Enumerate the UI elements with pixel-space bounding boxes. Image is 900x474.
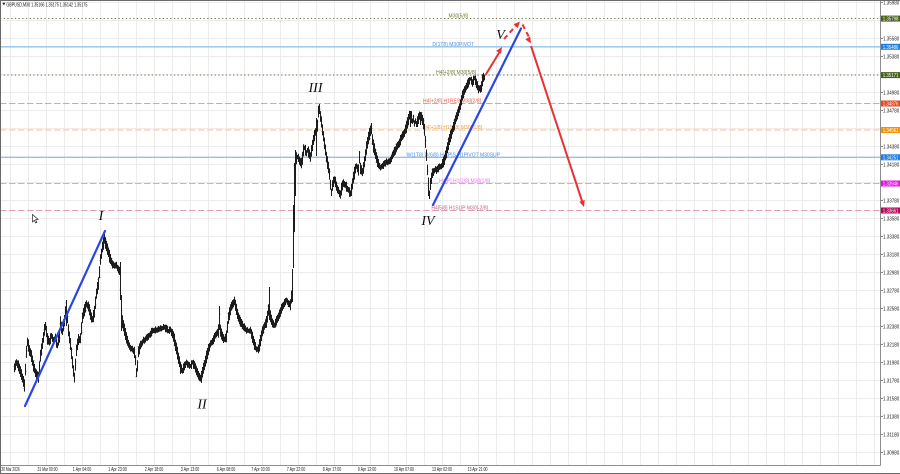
svg-text:1 Apr 23:00: 1 Apr 23:00 <box>108 467 127 473</box>
svg-text:13 Apr 02:00: 13 Apr 02:00 <box>432 467 452 473</box>
svg-text:1.30980: 1.30980 <box>883 451 899 457</box>
svg-text:1.32780: 1.32780 <box>883 289 899 295</box>
svg-text:I: I <box>98 209 105 224</box>
svg-text:1.35171: 1.35171 <box>883 73 899 79</box>
svg-text:30 Mar 2026: 30 Mar 2026 <box>1 467 20 473</box>
svg-text:1.35580: 1.35580 <box>883 37 899 43</box>
svg-text:1.32380: 1.32380 <box>883 325 899 331</box>
svg-text:V: V <box>496 28 506 43</box>
svg-text:1.33946: 1.33946 <box>883 182 899 188</box>
svg-text:H4[P] H1[2/8] M30[1/8]: H4[P] H1[2/8] M30[1/8] <box>439 179 490 185</box>
svg-text:1.34180: 1.34180 <box>883 163 899 169</box>
svg-text:1.35380: 1.35380 <box>883 55 899 61</box>
svg-text:6 Apr 08:00: 6 Apr 08:00 <box>217 467 236 473</box>
svg-text:31 Mar 00:00: 31 Mar 00:00 <box>38 467 58 473</box>
svg-text:10 Apr 07:00: 10 Apr 07:00 <box>394 467 414 473</box>
svg-text:8 Apr 17:00: 8 Apr 17:00 <box>323 467 342 473</box>
svg-text:3 Apr 13:00: 3 Apr 13:00 <box>181 467 200 473</box>
svg-text:1.33580: 1.33580 <box>883 217 899 223</box>
svg-text:1.32580: 1.32580 <box>883 307 899 313</box>
svg-text:13 Apr 21:00: 13 Apr 21:00 <box>468 467 488 473</box>
svg-text:1.32980: 1.32980 <box>883 271 899 277</box>
svg-text:D(1T8) M30PIVOT: D(1T8) M30PIVOT <box>432 42 474 48</box>
svg-text:1.31180: 1.31180 <box>883 433 899 439</box>
svg-text:1.34980: 1.34980 <box>883 91 899 97</box>
svg-text:1.35798: 1.35798 <box>883 17 899 23</box>
svg-text:7 Apr 22:00: 7 Apr 22:00 <box>287 467 306 473</box>
svg-text:7 Apr 03:00: 7 Apr 03:00 <box>251 467 270 473</box>
svg-text:1.35980: 1.35980 <box>883 1 899 7</box>
svg-text:H4[5/8] H1SUP M30[-2/8]: H4[5/8] H1SUP M30[-2/8] <box>431 206 488 212</box>
svg-text:1.31380: 1.31380 <box>883 415 899 421</box>
svg-text:1.33180: 1.33180 <box>883 253 899 259</box>
svg-text:1.31980: 1.31980 <box>883 361 899 367</box>
svg-text:II: II <box>196 398 208 413</box>
svg-text:1.34876: 1.34876 <box>883 102 899 108</box>
svg-text:GBPUSD,M30 1.35166 1.35175 1.: GBPUSD,M30 1.35166 1.35175 1.35142 1.351… <box>6 2 87 8</box>
svg-text:1.34780: 1.34780 <box>883 109 899 115</box>
svg-text:1.32180: 1.32180 <box>883 343 899 349</box>
svg-text:1.33380: 1.33380 <box>883 235 899 241</box>
svg-text:W(1T8) D(6/8) H4[P]S H1PIVOT M: W(1T8) D(6/8) H4[P]S H1PIVOT M30SUP <box>407 152 501 158</box>
svg-text:1.34251: 1.34251 <box>883 155 899 161</box>
svg-text:1.33661: 1.33661 <box>883 209 899 215</box>
svg-text:H4[+2/8] M30[5/8]: H4[+2/8] M30[5/8] <box>436 70 476 76</box>
svg-text:1.34380: 1.34380 <box>883 145 899 151</box>
svg-text:2 Apr 18:00: 2 Apr 18:00 <box>145 467 164 473</box>
svg-text:1.31580: 1.31580 <box>883 397 899 403</box>
svg-text:1.34561: 1.34561 <box>883 128 899 134</box>
svg-text:9 Apr 12:00: 9 Apr 12:00 <box>358 467 377 473</box>
svg-text:M30[5/8]: M30[5/8] <box>449 14 469 20</box>
svg-text:1.33780: 1.33780 <box>883 199 899 205</box>
svg-text:1.35486: 1.35486 <box>883 45 899 51</box>
svg-text:IV: IV <box>420 214 436 229</box>
svg-text:1.31780: 1.31780 <box>883 379 899 385</box>
svg-text:1 Apr 04:00: 1 Apr 04:00 <box>73 467 92 473</box>
svg-text:III: III <box>308 81 324 96</box>
svg-text:H4[+2/8] H1RES M30[2/8]: H4[+2/8] H1RES M30[2/8] <box>423 99 482 105</box>
